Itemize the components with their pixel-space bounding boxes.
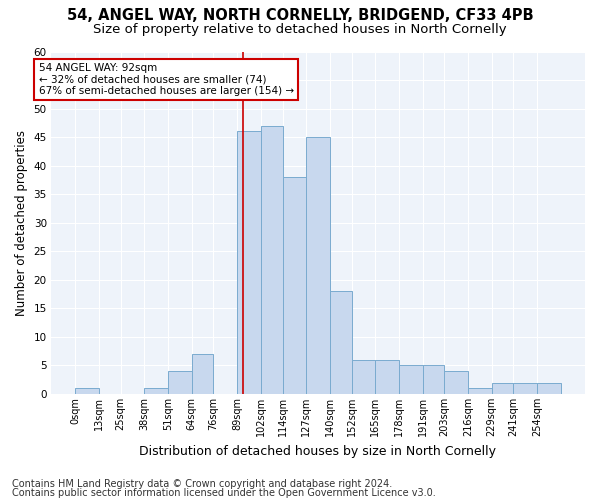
Bar	[75, 388, 99, 394]
Text: 54, ANGEL WAY, NORTH CORNELLY, BRIDGEND, CF33 4PB: 54, ANGEL WAY, NORTH CORNELLY, BRIDGEND,…	[67, 8, 533, 22]
Bar	[399, 366, 422, 394]
Bar	[168, 371, 191, 394]
Bar	[468, 388, 491, 394]
Bar	[422, 366, 445, 394]
Text: Contains HM Land Registry data © Crown copyright and database right 2024.: Contains HM Land Registry data © Crown c…	[12, 479, 392, 489]
Text: Size of property relative to detached houses in North Cornelly: Size of property relative to detached ho…	[93, 22, 507, 36]
Bar	[283, 177, 306, 394]
Bar	[514, 382, 537, 394]
Y-axis label: Number of detached properties: Number of detached properties	[15, 130, 28, 316]
Bar	[306, 137, 330, 394]
X-axis label: Distribution of detached houses by size in North Cornelly: Distribution of detached houses by size …	[139, 444, 496, 458]
Bar	[330, 292, 352, 394]
Bar	[445, 371, 468, 394]
Text: Contains public sector information licensed under the Open Government Licence v3: Contains public sector information licen…	[12, 488, 436, 498]
Bar	[491, 382, 514, 394]
Bar	[375, 360, 399, 394]
Bar	[237, 132, 261, 394]
Bar	[145, 388, 168, 394]
Bar	[191, 354, 214, 394]
Bar	[261, 126, 283, 394]
Bar	[352, 360, 375, 394]
Text: 54 ANGEL WAY: 92sqm
← 32% of detached houses are smaller (74)
67% of semi-detach: 54 ANGEL WAY: 92sqm ← 32% of detached ho…	[38, 63, 294, 96]
Bar	[537, 382, 561, 394]
